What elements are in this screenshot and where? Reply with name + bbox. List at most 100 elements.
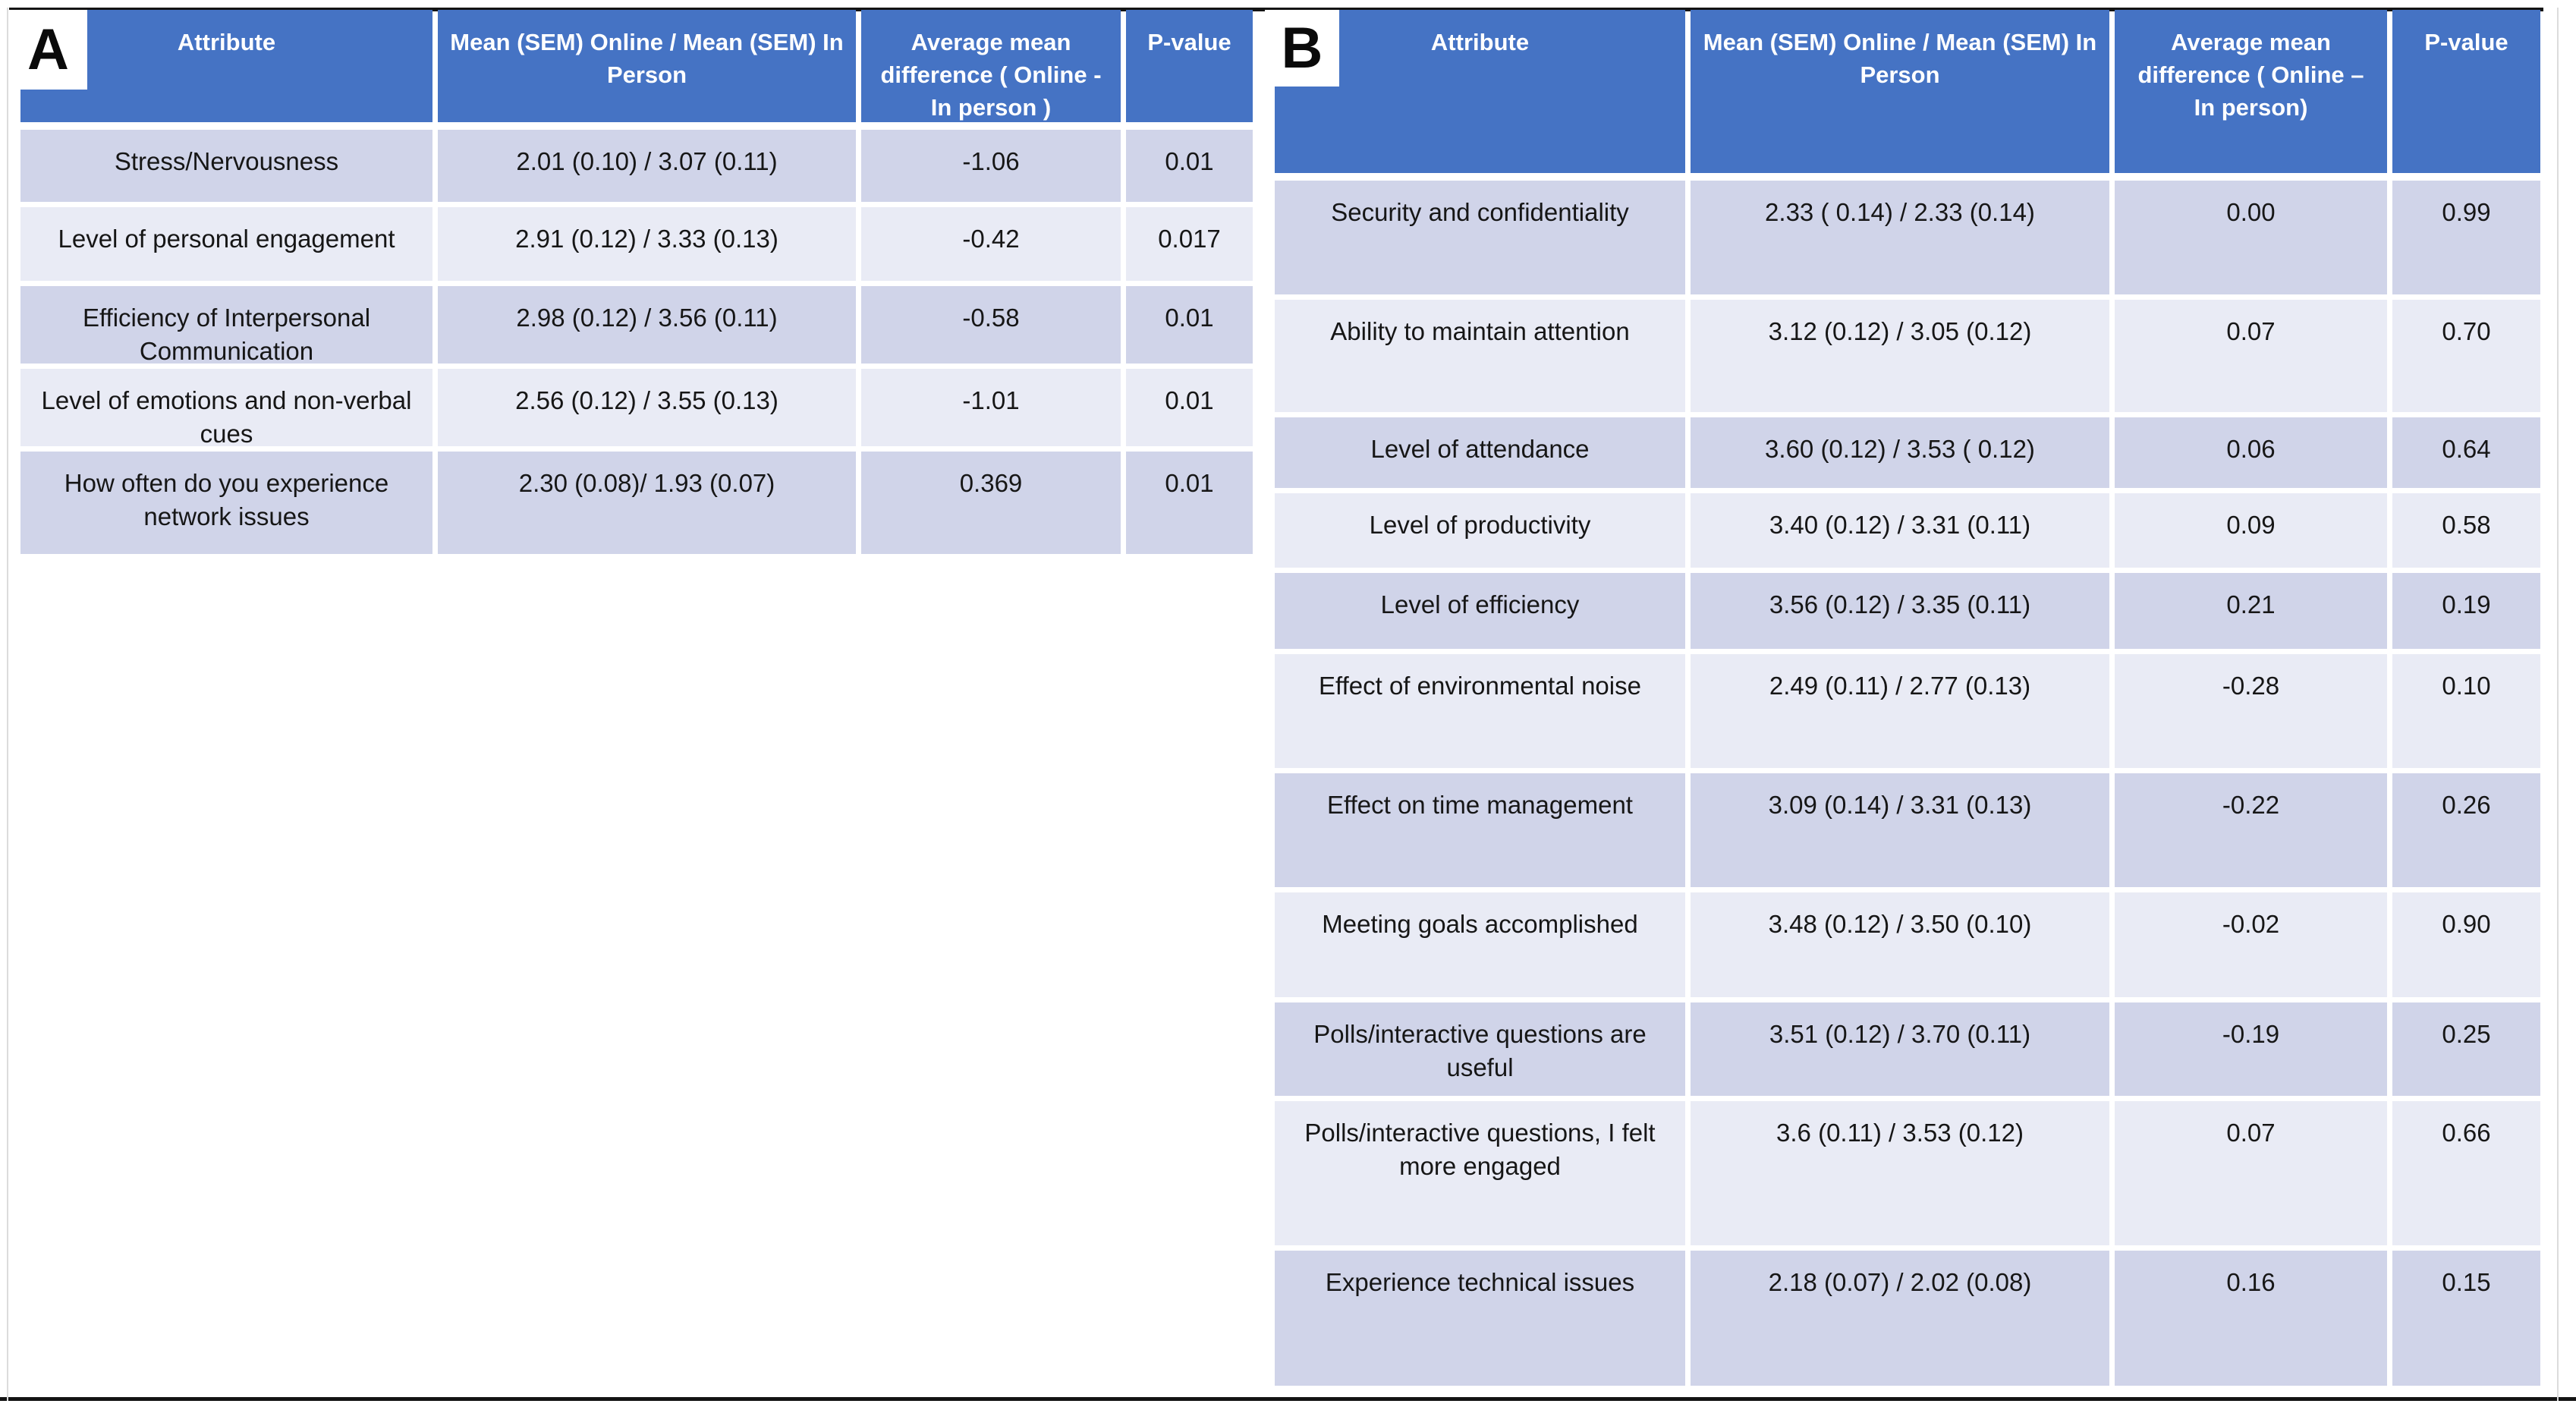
cell-diff: 0.06: [2115, 417, 2387, 488]
cell-mean: 2.49 (0.11) / 2.77 (0.13): [1691, 654, 2109, 768]
cell-attribute: Level of productivity: [1275, 493, 1685, 568]
header-cell-mean: Mean (SEM) Online / Mean (SEM) In Person: [438, 10, 856, 122]
cell-attribute: How often do you experience network issu…: [20, 452, 432, 554]
table-row: Effect on time management 3.09 (0.14) / …: [1275, 773, 2540, 887]
header-cell-attribute: Attribute: [1275, 10, 1685, 173]
cell-mean: 3.48 (0.12) / 3.50 (0.10): [1691, 892, 2109, 997]
cell-diff: -1.06: [861, 130, 1121, 202]
cell-mean: 3.40 (0.12) / 3.31 (0.11): [1691, 493, 2109, 568]
header-cell-mean: Mean (SEM) Online / Mean (SEM) In Person: [1691, 10, 2109, 173]
cell-attribute: Level of personal engagement: [20, 207, 432, 281]
panel-a-letter: A: [27, 17, 69, 82]
table-row: How often do you experience network issu…: [20, 452, 1258, 554]
cell-pvalue: 0.01: [1126, 369, 1253, 446]
cell-mean: 2.18 (0.07) / 2.02 (0.08): [1691, 1251, 2109, 1386]
cell-attribute: Polls/interactive questions are useful: [1275, 1002, 1685, 1096]
cell-mean: 3.60 (0.12) / 3.53 ( 0.12): [1691, 417, 2109, 488]
cell-attribute: Experience technical issues: [1275, 1251, 1685, 1386]
cell-pvalue: 0.19: [2392, 573, 2540, 649]
table-row: Ability to maintain attention 3.12 (0.12…: [1275, 300, 2540, 412]
table-row: Level of efficiency 3.56 (0.12) / 3.35 (…: [1275, 573, 2540, 649]
cell-mean: 3.56 (0.12) / 3.35 (0.11): [1691, 573, 2109, 649]
cell-mean: 2.91 (0.12) / 3.33 (0.13): [438, 207, 856, 281]
cell-pvalue: 0.25: [2392, 1002, 2540, 1096]
cell-attribute: Effect on time management: [1275, 773, 1685, 887]
table-row: Polls/interactive questions are useful 3…: [1275, 1002, 2540, 1096]
cell-pvalue: 0.64: [2392, 417, 2540, 488]
table-row: Meeting goals accomplished 3.48 (0.12) /…: [1275, 892, 2540, 997]
cell-mean: 3.12 (0.12) / 3.05 (0.12): [1691, 300, 2109, 412]
header-cell-diff: Average mean difference ( Online – In pe…: [2115, 10, 2387, 173]
cell-pvalue: 0.58: [2392, 493, 2540, 568]
header-cell-attribute: Attribute: [20, 10, 432, 122]
figure-bottom-rule: [0, 1397, 2576, 1401]
cell-pvalue: 0.017: [1126, 207, 1253, 281]
cell-attribute: Stress/Nervousness: [20, 130, 432, 202]
cell-mean: 2.30 (0.08)/ 1.93 (0.07): [438, 452, 856, 554]
figure-right-edge: [2557, 8, 2559, 1401]
cell-attribute: Level of efficiency: [1275, 573, 1685, 649]
header-cell-pvalue: P-value: [1126, 10, 1253, 122]
cell-pvalue: 0.26: [2392, 773, 2540, 887]
table-header-row: Attribute Mean (SEM) Online / Mean (SEM)…: [20, 10, 1258, 122]
table-row: Level of productivity 3.40 (0.12) / 3.31…: [1275, 493, 2540, 568]
panel-b-label: B: [1265, 10, 1339, 87]
cell-pvalue: 0.10: [2392, 654, 2540, 768]
table-row: Level of attendance 3.60 (0.12) / 3.53 (…: [1275, 417, 2540, 488]
cell-diff: -0.02: [2115, 892, 2387, 997]
cell-pvalue: 0.01: [1126, 286, 1253, 364]
table-row: Security and confidentiality 2.33 ( 0.14…: [1275, 181, 2540, 294]
cell-attribute: Effect of environmental noise: [1275, 654, 1685, 768]
cell-mean: 3.09 (0.14) / 3.31 (0.13): [1691, 773, 2109, 887]
cell-diff: 0.369: [861, 452, 1121, 554]
cell-mean: 2.56 (0.12) / 3.55 (0.13): [438, 369, 856, 446]
cell-diff: -0.28: [2115, 654, 2387, 768]
cell-diff: 0.00: [2115, 181, 2387, 294]
cell-mean: 2.98 (0.12) / 3.56 (0.11): [438, 286, 856, 364]
cell-diff: -0.19: [2115, 1002, 2387, 1096]
table-row: Efficiency of Interpersonal Communicatio…: [20, 286, 1258, 364]
cell-diff: -0.22: [2115, 773, 2387, 887]
cell-pvalue: 0.66: [2392, 1101, 2540, 1245]
cell-attribute: Meeting goals accomplished: [1275, 892, 1685, 997]
cell-mean: 3.51 (0.12) / 3.70 (0.11): [1691, 1002, 2109, 1096]
cell-mean: 2.01 (0.10) / 3.07 (0.11): [438, 130, 856, 202]
header-cell-pvalue: P-value: [2392, 10, 2540, 173]
cell-diff: 0.16: [2115, 1251, 2387, 1386]
cell-pvalue: 0.90: [2392, 892, 2540, 997]
cell-mean: 2.33 ( 0.14) / 2.33 (0.14): [1691, 181, 2109, 294]
table-row: Experience technical issues 2.18 (0.07) …: [1275, 1251, 2540, 1386]
table-row: Effect of environmental noise 2.49 (0.11…: [1275, 654, 2540, 768]
figure-left-edge: [7, 8, 8, 1401]
panel-a-table: A Attribute Mean (SEM) Online / Mean (SE…: [9, 10, 1258, 559]
table-row: Stress/Nervousness 2.01 (0.10) / 3.07 (0…: [20, 130, 1258, 202]
cell-diff: -0.58: [861, 286, 1121, 364]
cell-diff: 0.07: [2115, 1101, 2387, 1245]
cell-attribute: Security and confidentiality: [1275, 181, 1685, 294]
cell-attribute: Ability to maintain attention: [1275, 300, 1685, 412]
cell-diff: 0.09: [2115, 493, 2387, 568]
table-header-row: Attribute Mean (SEM) Online / Mean (SEM)…: [1275, 10, 2540, 173]
cell-pvalue: 0.01: [1126, 452, 1253, 554]
cell-pvalue: 0.99: [2392, 181, 2540, 294]
cell-pvalue: 0.15: [2392, 1251, 2540, 1386]
cell-mean: 3.6 (0.11) / 3.53 (0.12): [1691, 1101, 2109, 1245]
cell-diff: -0.42: [861, 207, 1121, 281]
figure-top-rule: [9, 8, 2543, 11]
cell-diff: 0.21: [2115, 573, 2387, 649]
cell-attribute: Level of attendance: [1275, 417, 1685, 488]
cell-attribute: Efficiency of Interpersonal Communicatio…: [20, 286, 432, 364]
cell-attribute: Polls/interactive questions, I felt more…: [1275, 1101, 1685, 1245]
cell-diff: -1.01: [861, 369, 1121, 446]
cell-pvalue: 0.01: [1126, 130, 1253, 202]
table-row: Level of personal engagement 2.91 (0.12)…: [20, 207, 1258, 281]
table-row: Polls/interactive questions, I felt more…: [1275, 1101, 2540, 1245]
cell-pvalue: 0.70: [2392, 300, 2540, 412]
panel-a-label: A: [9, 10, 87, 90]
header-cell-diff: Average mean difference ( Online - In pe…: [861, 10, 1121, 122]
panel-b-table: B Attribute Mean (SEM) Online / Mean (SE…: [1265, 10, 2540, 1391]
panel-b-letter: B: [1281, 16, 1323, 80]
cell-diff: 0.07: [2115, 300, 2387, 412]
table-row: Level of emotions and non-verbal cues 2.…: [20, 369, 1258, 446]
